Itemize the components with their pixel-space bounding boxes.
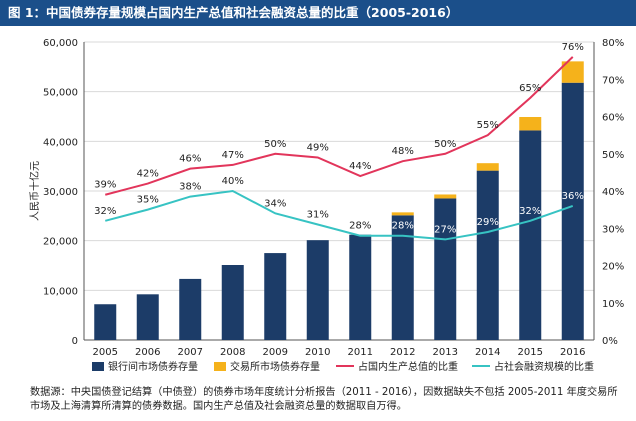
data-label-gdp-ratio: 65% (519, 83, 541, 94)
y2-tick-label: 10% (602, 299, 624, 310)
data-label-gdp-ratio: 48% (392, 146, 414, 157)
y-tick-label: 40,000 (43, 137, 78, 148)
bar-exchange (519, 116, 542, 131)
y-tick-label: 20,000 (43, 237, 78, 248)
bar-interbank (136, 294, 159, 340)
data-label-tsf-ratio: 35% (137, 195, 159, 206)
legend-gdp-ratio-label: 占国内生产总值的比重 (358, 360, 458, 373)
bar-exchange (561, 61, 584, 83)
line-gdp-ratio (104, 56, 574, 196)
data-label-gdp-ratio: 50% (434, 139, 456, 150)
x-tick-label: 2016 (560, 347, 585, 358)
data-label-tsf-ratio: 32% (519, 206, 541, 217)
bar-interbank (349, 234, 372, 340)
y2-tick-label: 80% (602, 38, 624, 49)
y2-tick-label: 60% (602, 113, 624, 124)
chart-plot: 0 10,000 20,000 30,000 40,000 50,000 60,000 0% 1… (28, 38, 624, 373)
data-label-gdp-ratio: 47% (222, 150, 244, 161)
data-label-gdp-ratio: 55% (477, 120, 499, 131)
y-tick-label: 60,000 (43, 38, 78, 49)
x-tick-label: 2015 (518, 347, 543, 358)
x-tick-label: 2009 (263, 347, 288, 358)
data-label-gdp-ratio: 44% (349, 161, 371, 172)
bar-interbank (434, 198, 457, 340)
x-tick-label: 2013 (433, 347, 458, 358)
y-axis-label: 人民币十亿元 (28, 161, 41, 221)
x-tick-label: 2010 (305, 347, 330, 358)
legend-exchange-swatch (214, 362, 226, 371)
bar-interbank (94, 304, 117, 340)
line-tsf-ratio (104, 189, 574, 241)
chart-title: 图 1：中国债券存量规模占国内生产总值和社会融资总量的比重（2005-2016） (0, 0, 636, 26)
bar-interbank (561, 82, 584, 340)
legend-tsf-ratio-label: 占社会融资规模的比重 (494, 360, 594, 373)
data-label-tsf-ratio: 36% (562, 191, 584, 202)
x-tick-label: 2007 (178, 347, 203, 358)
bar-interbank (306, 240, 329, 340)
x-tick-label: 2008 (220, 347, 245, 358)
y2-tick-label: 20% (602, 262, 624, 273)
bar-interbank (221, 265, 244, 340)
bar-interbank (476, 170, 499, 340)
x-tick-label: 2006 (135, 347, 160, 358)
data-label-tsf-ratio: 29% (477, 217, 499, 228)
data-label-gdp-ratio: 50% (264, 139, 286, 150)
legend-exchange-label: 交易所市场债券存量 (230, 360, 320, 373)
data-label-tsf-ratio: 34% (264, 198, 286, 209)
data-label-tsf-ratio: 27% (434, 224, 456, 235)
y2-tick-label: 30% (602, 224, 624, 235)
data-label-tsf-ratio: 28% (392, 221, 414, 232)
data-label-gdp-ratio: 46% (179, 154, 201, 165)
x-tick-label: 2014 (475, 347, 500, 358)
x-tick-label: 2012 (390, 347, 415, 358)
data-label-tsf-ratio: 28% (349, 221, 371, 232)
data-label-tsf-ratio: 32% (94, 206, 116, 217)
y2-tick-label: 50% (602, 150, 624, 161)
y2-tick-label: 0% (602, 336, 618, 347)
bar-exchange (476, 163, 499, 171)
source-note: 数据源：中央国债登记结算（中债登）的债券市场年度统计分析报告（2011 - 20… (30, 387, 618, 412)
bar-interbank (264, 253, 287, 340)
data-label-tsf-ratio: 38% (179, 182, 201, 193)
data-label-gdp-ratio: 42% (137, 169, 159, 180)
x-tick-label: 2005 (93, 347, 118, 358)
y-tick-label: 30,000 (43, 187, 78, 198)
bar-interbank (391, 215, 414, 340)
data-label-gdp-ratio: 76% (562, 42, 584, 53)
y-tick-label: 50,000 (43, 88, 78, 99)
y2-tick-label: 40% (602, 187, 624, 198)
x-tick-label: 2011 (348, 347, 373, 358)
y2-tick-label: 70% (602, 75, 624, 86)
y-tick-label: 10,000 (43, 286, 78, 297)
bar-interbank (179, 278, 202, 340)
data-label-tsf-ratio: 31% (307, 210, 329, 221)
bar-interbank (519, 130, 542, 340)
data-label-gdp-ratio: 39% (94, 180, 116, 191)
data-label-gdp-ratio: 49% (307, 142, 329, 153)
data-label-tsf-ratio: 40% (222, 176, 244, 187)
y-tick-label: 0 (72, 336, 78, 347)
legend-interbank-label: 银行间市场债券存量 (108, 360, 198, 373)
bar-exchange (391, 212, 414, 216)
bar-exchange (434, 194, 457, 199)
legend-interbank-swatch (92, 362, 104, 371)
